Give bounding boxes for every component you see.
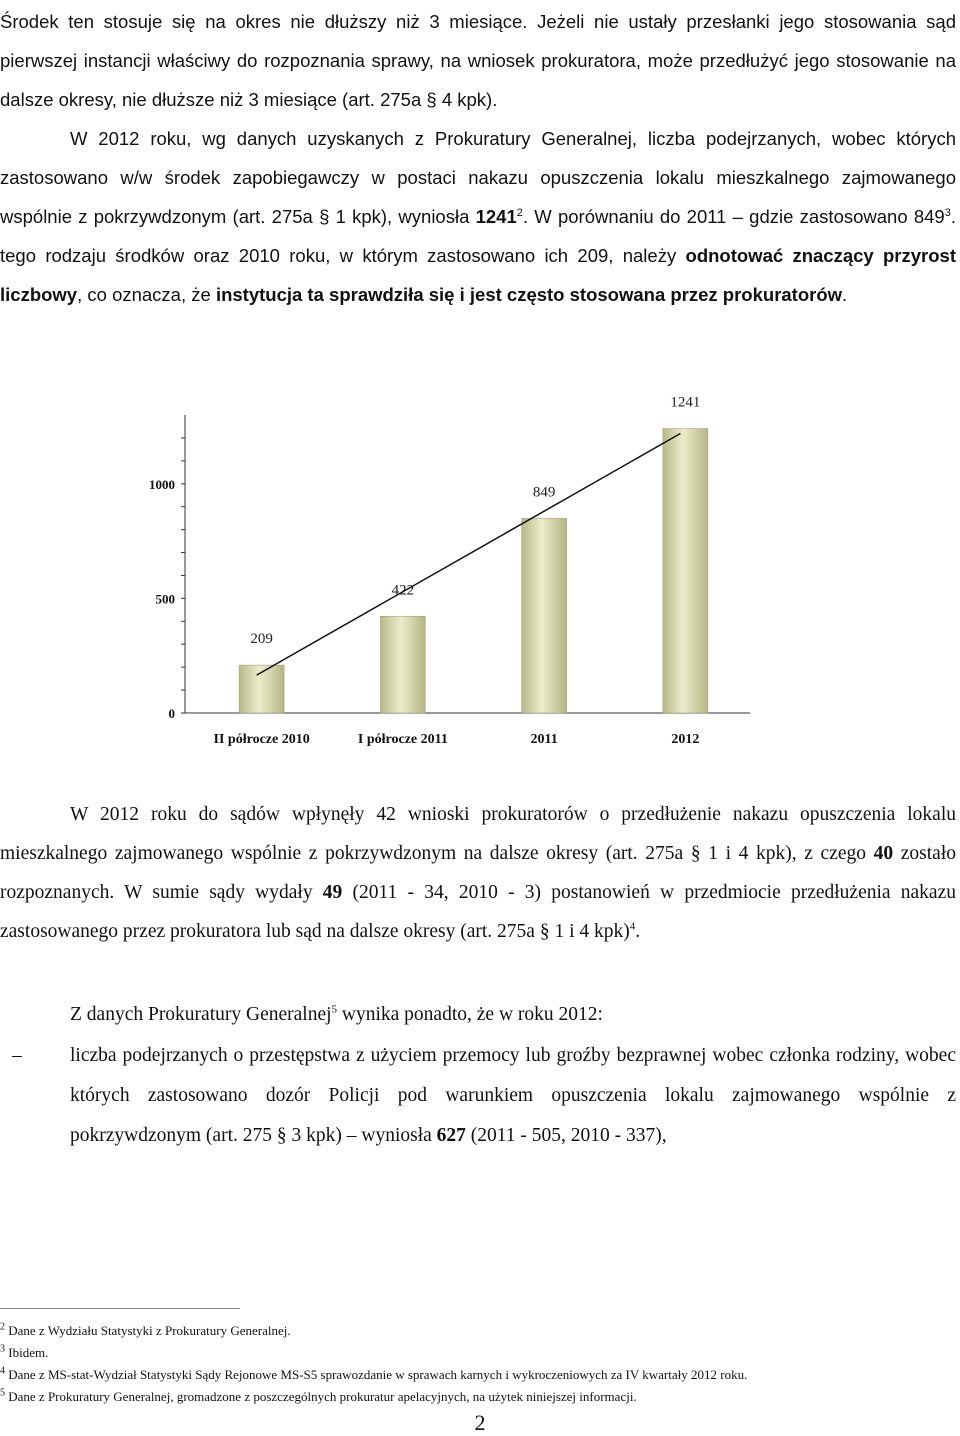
page-number: 2 [474,1410,486,1435]
x-category-label: II półrocze 2010 [214,732,310,747]
footnote-item: 3 Ibidem. [0,1343,49,1360]
para1-value-2012: 1241 [475,206,517,227]
bar-data-label: 849 [533,484,556,500]
para2-text-1: W 2012 roku do sądów wpłynęły 42 wnioski… [0,804,956,864]
x-category-label: 2012 [671,732,699,747]
x-category-label: 2011 [531,732,558,747]
y-tick-label: 1000 [149,477,175,492]
bar [380,616,426,714]
para3-text-2: wynika ponadto, że w roku 2012: [337,1004,603,1025]
trend-line [256,432,681,676]
para1-text-4: , co oznacza, że [77,284,216,305]
footnote-item: 4 Dane z MS-stat-Wydział Statystyki Sądy… [0,1365,748,1382]
paragraph-1: W 2012 roku, wg danych uzyskanych z Prok… [0,119,956,314]
bar [662,428,709,714]
footnote-item: 5 Dane z Prokuratury Generalnej, gromadz… [0,1387,637,1404]
bullet-text-2: (2011 - 505, 2010 - 337), [465,1125,667,1146]
para2-text-3: (2011 - 34, 2010 - 3) postanowień w prze… [0,882,956,942]
para1-bold-1: odnotować znaczący przyrost liczbowy [0,245,956,305]
footnote-item: 2 Dane z Wydziału Statystyki z Prokuratu… [0,1321,291,1338]
intro-paragraph: Środek ten stosuje się na okres nie dłuż… [0,2,956,119]
y-tick-label: 0 [169,706,176,721]
para1-bold-2: instytucja ta sprawdziła się i jest częs… [215,284,843,305]
footnotes: 2 Dane z Wydziału Statystyki z Prokuratu… [0,1320,956,1408]
footnote-ref-2[interactable]: 2 [516,206,523,219]
paragraph-2: W 2012 roku do sądów wpłynęły 42 wnioski… [0,795,956,951]
para3-text-1: Z danych Prokuratury Generalnej [70,1004,332,1025]
para2-text-2: zostało rozpoznanych. W sumie sądy wydał… [0,843,957,903]
intro-text: Środek ten stosuje się na okres nie dłuż… [0,11,956,110]
bar-data-label: 1241 [670,395,700,411]
para1-text-2: . W porównaniu do 2011 – gdzie zastosowa… [522,206,945,227]
bullet-bold-627: 627 [436,1125,466,1146]
para1-text-1: W 2012 roku, wg danych uzyskanych z Prok… [0,128,956,227]
y-tick-label: 500 [156,591,176,606]
bullet-text-1: liczba podejrzanych o przestępstwa z uży… [70,1045,956,1146]
footnote-divider [0,1308,240,1309]
x-category-label: I półrocze 2011 [358,732,448,747]
para2-bold-40: 40 [873,843,894,864]
bullet-text: liczba podejrzanych o przestępstwa z uży… [70,1036,956,1156]
bullet-item: – liczba podejrzanych o przestępstwa z u… [0,1036,956,1156]
bullet-dash: – [12,1045,22,1066]
footnote-ref-5[interactable]: 5 [331,1003,338,1016]
footnote-ref-3[interactable]: 3 [944,206,951,219]
para1-text-5: . [842,284,848,305]
para1-text-3: . tego rodzaju środków oraz 2010 roku, w… [0,206,956,266]
bar [521,518,567,714]
para2-bold-49: 49 [322,882,343,903]
paragraph-3: Z danych Prokuratury Generalnej5 wynika … [0,995,956,1034]
bar-data-label: 209 [250,631,273,647]
para2-text-4: . [635,921,641,942]
footnote-ref-4[interactable]: 4 [629,920,636,933]
